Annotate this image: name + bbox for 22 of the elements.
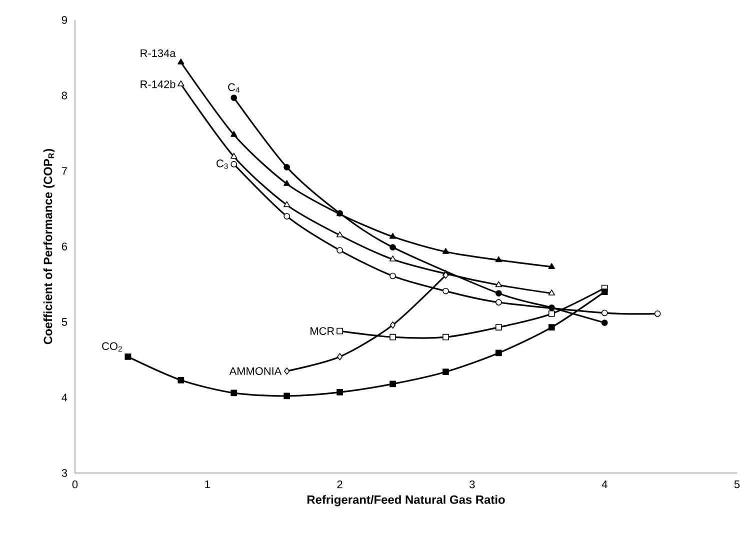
series-label: C$_{3}$ [216, 160, 228, 169]
series-label: R-142b [140, 80, 176, 88]
x-tick-label: 2 [337, 480, 342, 488]
x-tick-label: 3 [470, 480, 475, 488]
x-tick-label: 0 [72, 480, 78, 488]
y-tick-label: 9 [62, 16, 67, 24]
series-label: AMMONIA [229, 367, 282, 375]
series-label: R-134a [140, 49, 176, 58]
y-tick-label: 8 [62, 92, 68, 100]
y-axis-title: Coefficient of Performance (COP$_{R}$) [43, 148, 55, 344]
series-label: C$_{4}$ [228, 83, 240, 93]
x-tick-label: 5 [734, 480, 740, 488]
x-tick-label: 4 [602, 480, 608, 488]
y-tick-label: 6 [62, 242, 68, 250]
y-tick-label: 7 [62, 167, 67, 175]
y-tick-label: 4 [62, 394, 68, 402]
x-axis-title: Refrigerant/Feed Natural Gas Ratio [307, 495, 505, 506]
x-tick-label: 1 [205, 480, 210, 488]
series-label: CO$_{2}$ [102, 342, 122, 352]
series-label: MCR [310, 327, 334, 335]
y-tick-label: 5 [62, 318, 68, 326]
y-tick-label: 3 [62, 469, 68, 477]
